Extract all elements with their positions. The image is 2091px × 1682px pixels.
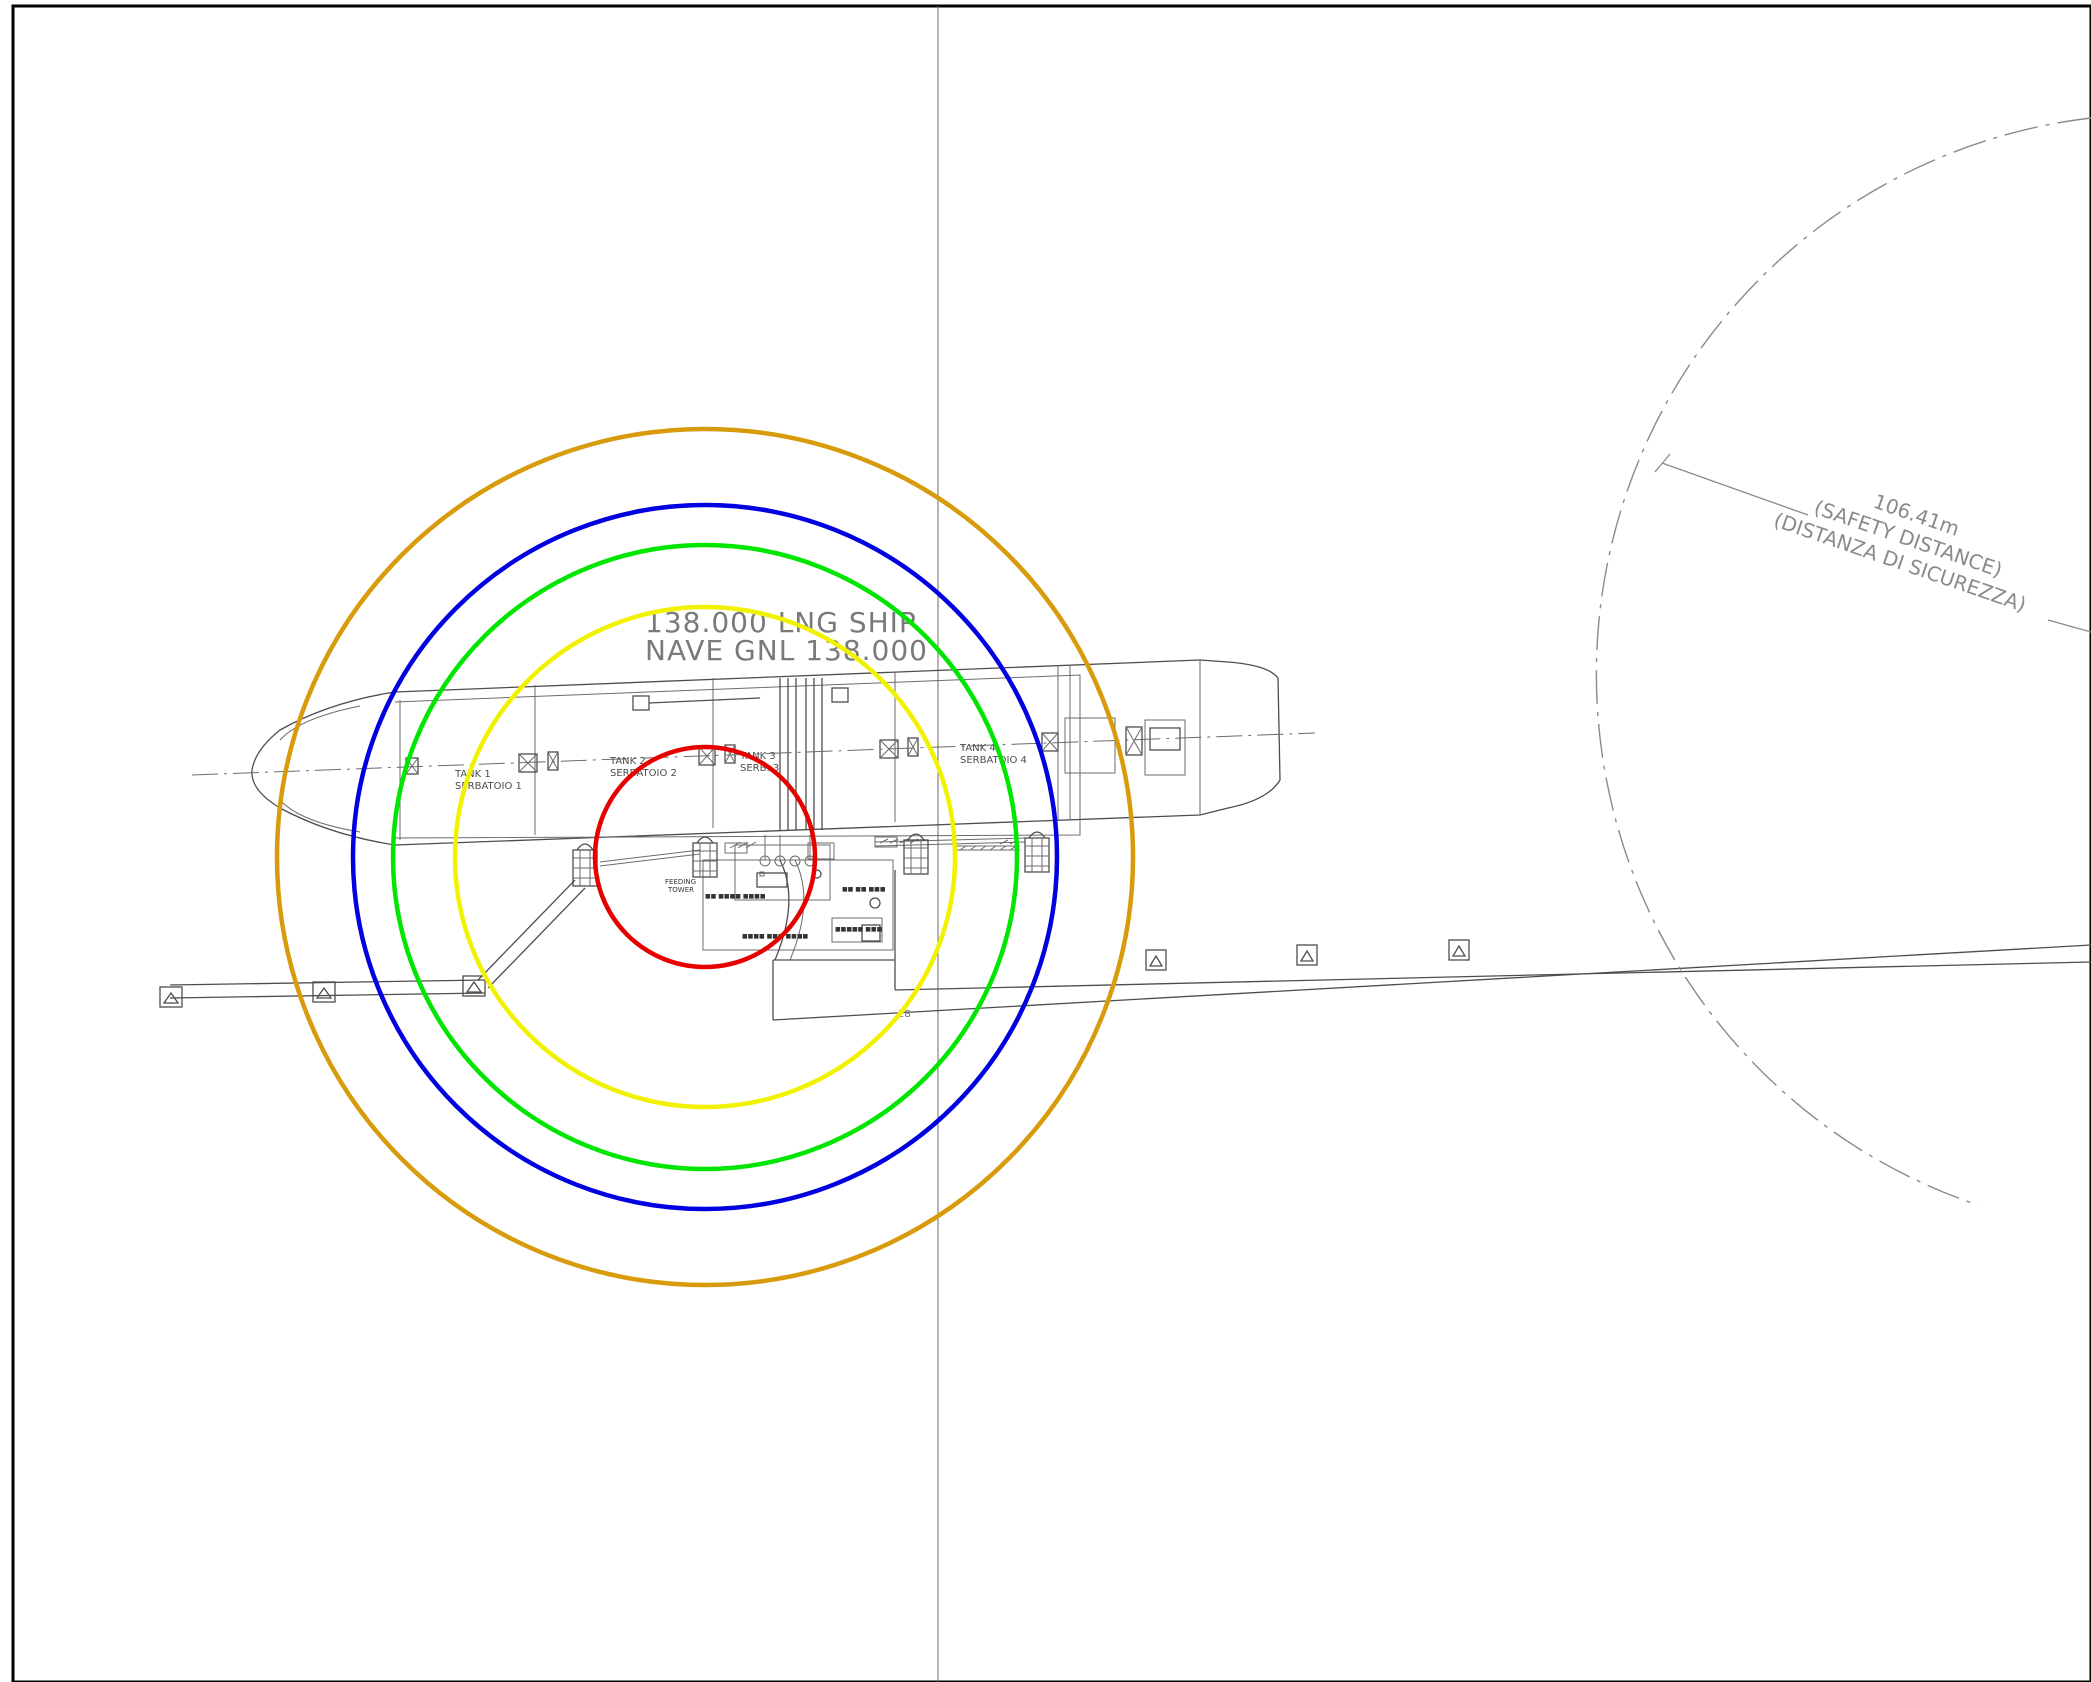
hazard-ring-orange xyxy=(274,426,1136,1288)
ship-centreline xyxy=(191,732,1316,776)
equipment-tag: ■■■■■ ■■■ xyxy=(835,926,883,933)
dimension-tick xyxy=(1654,453,1671,473)
deck-valve xyxy=(1041,732,1059,752)
terminal-platform: ■■ ■■■■ ■■■■ ■■■■ ■■■ ■■■■ ■■ ■■ ■■■ ■■■… xyxy=(599,835,1026,1020)
deck-valve xyxy=(907,737,919,757)
tank-2-label: TANK 2 xyxy=(609,756,646,767)
tank-1-label: TANK 1 xyxy=(454,769,491,780)
tank-1-label-it: SERBATOIO 1 xyxy=(455,781,522,792)
tank-4-label: TANK 4 xyxy=(959,743,996,754)
loading-arm xyxy=(903,833,929,875)
safety-distance-zone: 106.41m (SAFETY DISTANCE) (DISTANZA DI S… xyxy=(1595,117,2091,1206)
equipment-tag: ■■ ■■ ■■■ xyxy=(842,886,886,893)
mooring-dolphin xyxy=(462,975,486,997)
hazard-ring-green xyxy=(390,542,1020,1172)
hazard-ring-yellow xyxy=(452,604,958,1110)
feeding-tower-label: FEEDING xyxy=(665,878,696,886)
equipment-tag: ■■ ■■■■ ■■■■ xyxy=(705,893,766,900)
hazard-ring-blue xyxy=(350,502,1060,1212)
deck-valve xyxy=(1125,726,1143,756)
tank-3-label-it: SERB. 3 xyxy=(740,763,779,774)
tank-labels: TANK 1 SERBATOIO 1 TANK 2 SERBATOIO 2 TA… xyxy=(454,743,1027,792)
tank-2-label-it: SERBATOIO 2 xyxy=(610,768,677,779)
elevation-label: 28 xyxy=(898,1009,911,1020)
safety-distance-dimension-line-2 xyxy=(2047,619,2091,633)
feeding-tower-label-2: TOWER xyxy=(667,886,694,894)
drawing-frame xyxy=(11,4,2091,1682)
equipment-tag: ■■■■ ■■■ ■■■■ xyxy=(742,933,809,940)
mooring-dolphins xyxy=(159,939,1470,1008)
jetty-walkway xyxy=(169,870,2091,1021)
lng-ship xyxy=(251,659,1281,846)
safety-distance-arc xyxy=(1595,117,2091,1206)
ship-title-it: NAVE GNL 138.000 xyxy=(645,634,928,667)
mooring-dolphin xyxy=(312,981,336,1003)
loading-arms xyxy=(572,831,1050,887)
loading-arm xyxy=(692,836,718,878)
ship-hull xyxy=(251,659,1281,846)
tank-4-label-it: SERBATOIO 4 xyxy=(960,755,1027,766)
tank-3-label: TANK 3 xyxy=(739,751,776,762)
ship-title-en: 138.000 LNG SHIP xyxy=(645,606,917,639)
mooring-dolphin xyxy=(1145,949,1167,971)
safety-distance-dimension-line xyxy=(1661,462,1809,516)
mooring-dolphin xyxy=(159,986,183,1008)
hazard-rings xyxy=(274,426,1136,1288)
mooring-dolphin xyxy=(1448,939,1470,961)
mooring-dolphin xyxy=(1296,944,1318,966)
deck-valve xyxy=(518,753,538,773)
hazard-ring-red xyxy=(592,744,818,970)
loading-arm xyxy=(1024,831,1050,873)
